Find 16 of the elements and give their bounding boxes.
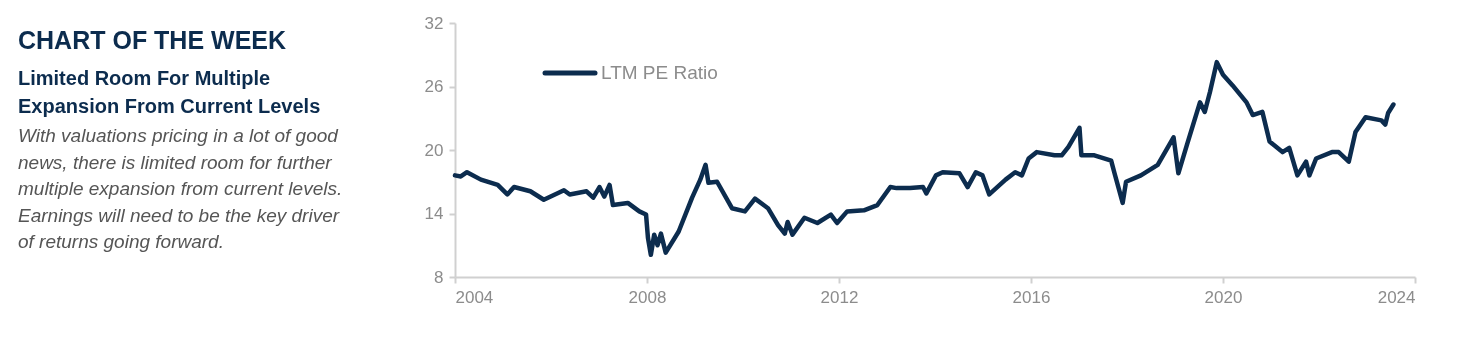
x-tick-label: 2020 — [1204, 287, 1243, 307]
y-tick-label: 26 — [424, 77, 444, 96]
y-tick-label: 20 — [424, 140, 444, 160]
y-tick-label: 8 — [434, 267, 444, 287]
x-tick-label: 2008 — [628, 287, 667, 307]
text: CHART OF THE WEEK — [18, 26, 287, 54]
line-series — [452, 59, 1396, 258]
y-tick-label: 14 — [424, 204, 444, 223]
legend-label: LTM PE Ratio — [601, 62, 718, 83]
x-tick-label: 2016 — [1012, 287, 1051, 307]
text: Limited Room For Multiple Expansion From Current Levels — [18, 67, 321, 117]
text: With valuations pricing in a lot of good news, there is limited room for further multiple expansion from current levels. Earnings will need to be the key driver of returns going forward. — [18, 125, 343, 253]
y-tick-label: 32 — [424, 13, 444, 33]
x-tick-label: 2024 — [1377, 287, 1416, 307]
x-tick-label: 2012 — [820, 287, 859, 307]
x-tick-label: 2004 — [455, 287, 494, 307]
